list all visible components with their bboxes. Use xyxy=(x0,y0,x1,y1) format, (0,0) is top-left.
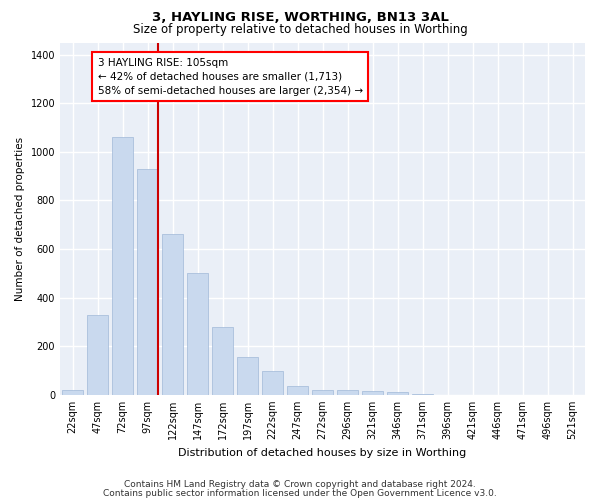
Text: 3 HAYLING RISE: 105sqm
← 42% of detached houses are smaller (1,713)
58% of semi-: 3 HAYLING RISE: 105sqm ← 42% of detached… xyxy=(98,58,362,96)
Bar xyxy=(362,391,383,395)
Bar xyxy=(162,234,183,395)
Bar xyxy=(337,390,358,395)
Bar xyxy=(137,169,158,395)
Bar xyxy=(262,370,283,395)
Text: Contains HM Land Registry data © Crown copyright and database right 2024.: Contains HM Land Registry data © Crown c… xyxy=(124,480,476,489)
Bar xyxy=(287,386,308,395)
Text: Size of property relative to detached houses in Worthing: Size of property relative to detached ho… xyxy=(133,22,467,36)
X-axis label: Distribution of detached houses by size in Worthing: Distribution of detached houses by size … xyxy=(178,448,467,458)
Bar xyxy=(312,390,333,395)
Bar xyxy=(62,390,83,395)
Bar xyxy=(237,357,258,395)
Text: 3, HAYLING RISE, WORTHING, BN13 3AL: 3, HAYLING RISE, WORTHING, BN13 3AL xyxy=(152,11,448,24)
Bar xyxy=(212,327,233,395)
Bar xyxy=(387,392,408,395)
Bar xyxy=(187,274,208,395)
Y-axis label: Number of detached properties: Number of detached properties xyxy=(15,136,25,300)
Bar xyxy=(112,138,133,395)
Bar xyxy=(412,394,433,395)
Bar xyxy=(87,314,108,395)
Text: Contains public sector information licensed under the Open Government Licence v3: Contains public sector information licen… xyxy=(103,488,497,498)
